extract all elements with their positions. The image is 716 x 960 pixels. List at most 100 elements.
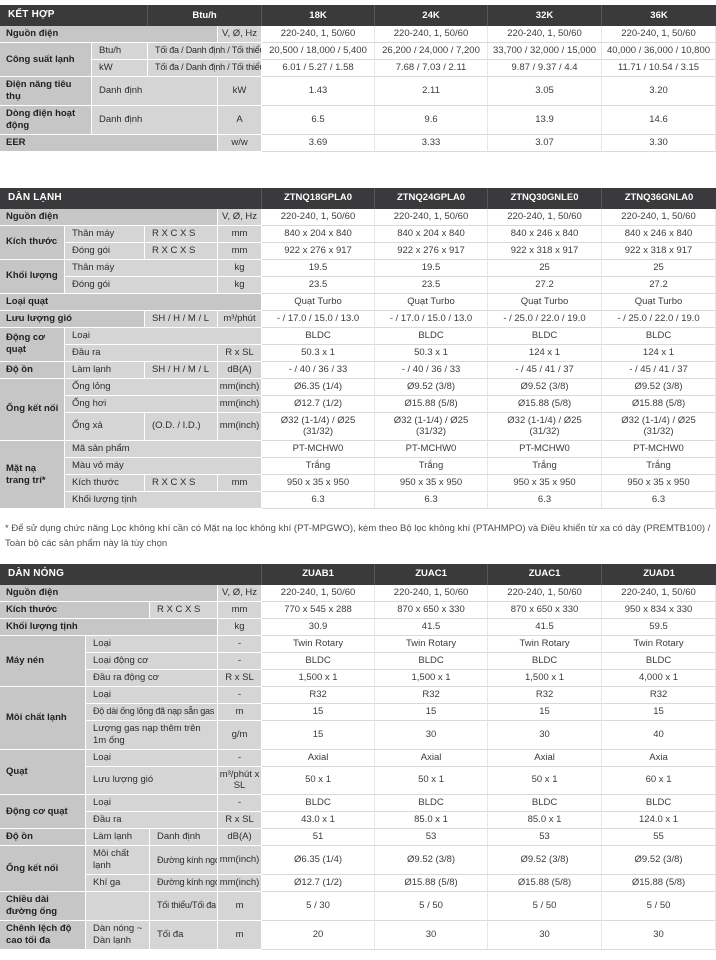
row-group-label: Ống kết nối — [0, 378, 65, 442]
value-cell: 30 — [375, 920, 489, 950]
row-group-label: Độ ồn — [0, 829, 86, 847]
unit-label: mm(inch) — [218, 875, 263, 892]
value-cell: 1,500 x 1 — [375, 669, 489, 687]
value-cell: 5 / 50 — [602, 892, 716, 921]
value-cell: Ø32 (1-1/4) / Ø25 (31/32) — [602, 412, 716, 442]
value-cell: 922 x 318 x 917 — [488, 242, 603, 260]
row-group-label: Kích thước — [0, 225, 65, 260]
row-group-label: Động cơ quạt — [0, 795, 86, 830]
row-group-label: Độ ồn — [0, 361, 65, 379]
value-cell: 3.69 — [262, 134, 376, 152]
value-cell: 20 — [262, 920, 376, 950]
unit-label: mm(inch) — [218, 395, 263, 413]
value-cell: Trắng — [488, 458, 603, 476]
value-cell: 13.9 — [488, 105, 603, 135]
unit-label: V, Ø, Hz — [218, 26, 263, 43]
table-title: DÀN LẠNH — [0, 187, 263, 209]
value-cell: Axial — [375, 749, 489, 767]
table-title: KẾT HỢP — [0, 5, 149, 26]
value-cell: 33,700 / 32,000 / 15,000 — [488, 43, 603, 60]
row-sub-label: Tối đa / Danh định / Tối thiểu — [148, 60, 263, 77]
value-cell: 30 — [488, 920, 603, 950]
value-cell: 5 / 50 — [375, 892, 489, 921]
row-sub-label: Ống xả — [65, 412, 145, 442]
value-cell: 55 — [602, 829, 716, 847]
row-group-label: Dòng điện hoạt động — [0, 105, 92, 135]
value-cell: 3.33 — [375, 134, 489, 152]
value-cell: BLDC — [262, 327, 376, 345]
row-group-label: Chênh lệch độ cao tối đa — [0, 920, 86, 950]
value-cell: BLDC — [375, 327, 489, 345]
row-sub-label: Ống hơi — [65, 395, 218, 413]
model-column-header: 18K — [262, 5, 376, 26]
value-cell: 60 x 1 — [602, 766, 716, 796]
value-cell: 6.3 — [375, 492, 489, 510]
value-cell: 220-240, 1, 50/60 — [602, 26, 716, 43]
value-cell: 2.11 — [375, 77, 489, 106]
value-cell: 950 x 35 x 950 — [375, 475, 489, 493]
value-cell: 840 x 204 x 840 — [375, 225, 489, 243]
value-cell: PT-MCHW0 — [602, 441, 716, 459]
value-cell: Ø15.88 (5/8) — [602, 395, 716, 413]
value-cell: 30.9 — [262, 618, 376, 636]
row-sub-label: (O.D. / I.D.) — [145, 412, 218, 442]
unit-label: w/w — [218, 134, 263, 152]
value-cell: Ø15.88 (5/8) — [375, 395, 489, 413]
value-cell: Trắng — [602, 458, 716, 476]
row-sub-label: Tối thiểu/Tối đa — [150, 892, 218, 921]
value-cell: Ø15.88 (5/8) — [488, 395, 603, 413]
unit-label: m — [218, 892, 263, 921]
value-cell: 220-240, 1, 50/60 — [602, 208, 716, 226]
value-cell: Trắng — [375, 458, 489, 476]
value-cell: R32 — [262, 686, 376, 704]
row-sub-label: Đầu ra — [86, 812, 218, 830]
row-sub-label: R X C X S — [145, 225, 218, 243]
row-group-label: Chiều dài đường ống — [0, 892, 86, 921]
row-group-label: Máy nén — [0, 635, 86, 687]
row-group-label: Nguồn điện — [0, 26, 219, 43]
value-cell: 220-240, 1, 50/60 — [375, 26, 489, 43]
model-column-header: ZUAC1 — [488, 563, 603, 585]
value-cell: 6.3 — [602, 492, 716, 510]
value-cell: 220-240, 1, 50/60 — [488, 26, 603, 43]
value-cell: Axial — [262, 749, 376, 767]
value-cell: R32 — [602, 686, 716, 704]
value-cell: Ø9.52 (3/8) — [602, 846, 716, 875]
value-cell: Ø32 (1-1/4) / Ø25 (31/32) — [488, 412, 603, 442]
value-cell: 1,500 x 1 — [488, 669, 603, 687]
indoor-unit-table-slot: DÀN LẠNH ZTNQ18GPLA0 ZTNQ24GPLA0 ZTNQ30GNLE… — [0, 187, 716, 510]
value-cell: - / 40 / 36 / 33 — [375, 361, 489, 379]
value-cell: BLDC — [602, 652, 716, 670]
value-cell: Ø9.52 (3/8) — [375, 378, 489, 396]
value-cell: Ø15.88 (5/8) — [488, 875, 603, 892]
unit-label: mm(inch) — [218, 846, 263, 875]
value-cell: 840 x 246 x 840 — [488, 225, 603, 243]
value-cell: 1.43 — [262, 77, 376, 106]
row-sub-label: Danh định — [150, 829, 218, 847]
value-cell: 6.01 / 5.27 / 1.58 — [262, 60, 376, 77]
value-cell: 15 — [488, 703, 603, 721]
row-sub-label: Loại — [86, 795, 218, 813]
spec-table-ket-hop: KẾT HỢP Btu/h 18K 24K 32K 36K Nguồn điện V, Ø, … — [0, 5, 716, 152]
value-cell: - / 45 / 41 / 37 — [488, 361, 603, 379]
value-cell: PT-MCHW0 — [488, 441, 603, 459]
value-cell: Twin Rotary — [262, 635, 376, 653]
combination-table-slot: KẾT HỢP Btu/h 18K 24K 32K 36K Nguồn điện V, Ø, … — [0, 5, 716, 152]
value-cell: 950 x 834 x 330 — [602, 601, 716, 619]
row-group-label: Ống kết nối — [0, 846, 86, 892]
value-cell: 50 x 1 — [375, 766, 489, 796]
value-cell: 6.3 — [262, 492, 376, 510]
value-cell: Twin Rotary — [602, 635, 716, 653]
unit-label: m — [218, 920, 263, 950]
value-cell: - / 40 / 36 / 33 — [262, 361, 376, 379]
value-cell: 15 — [262, 720, 376, 750]
value-cell: - / 25.0 / 22.0 / 19.0 — [488, 310, 603, 328]
value-cell: 220-240, 1, 50/60 — [262, 208, 376, 226]
model-column-header: ZUAB1 — [262, 563, 376, 585]
row-sub-label: Đóng gói — [65, 242, 145, 260]
row-group-label: Khối lượng tịnh — [0, 618, 218, 636]
header-unit-label: Btu/h — [148, 5, 263, 26]
value-cell: BLDC — [488, 795, 603, 813]
row-sub-label: SH / H / M / L — [145, 310, 218, 328]
value-cell: 9.87 / 9.37 / 4.4 — [488, 60, 603, 77]
